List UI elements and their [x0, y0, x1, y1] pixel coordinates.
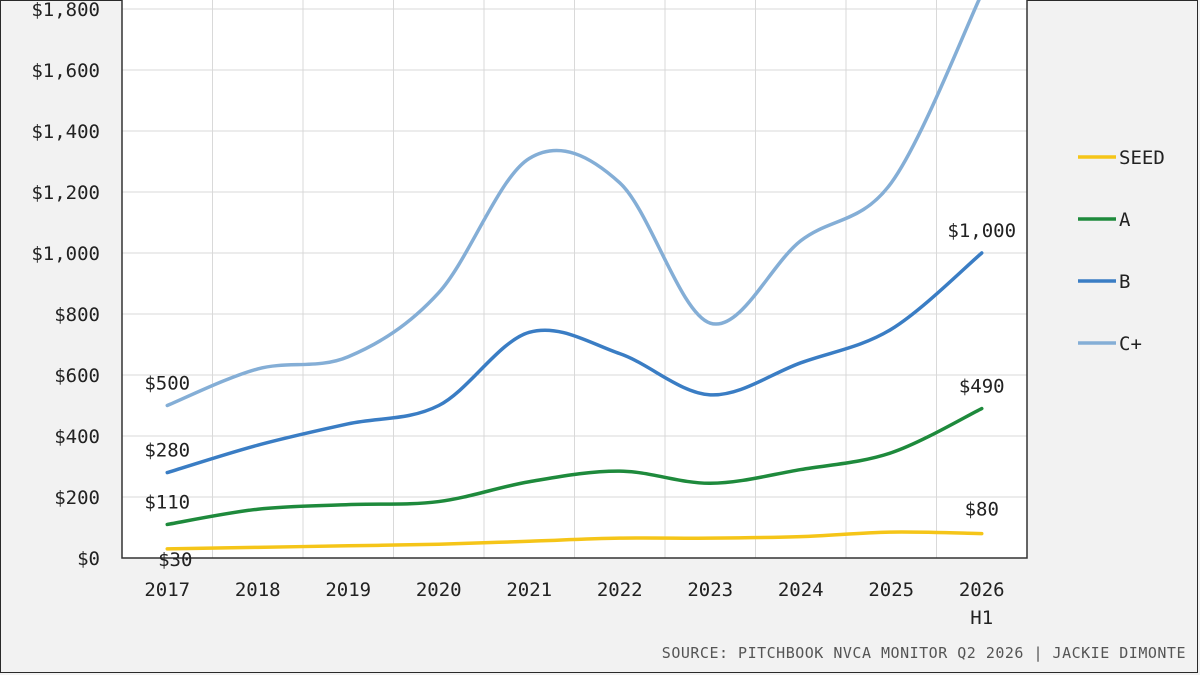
- series-line-b: [165, 251, 984, 475]
- series-lines: [165, 0, 984, 551]
- y-tick-label: $200: [54, 487, 100, 509]
- x-tick-label: 2021: [506, 579, 552, 601]
- data-label: $110: [144, 491, 190, 513]
- legend-label: C+: [1119, 333, 1142, 355]
- y-tick-label: $400: [54, 426, 100, 448]
- x-tick-label: 2023: [687, 579, 733, 601]
- legend-item-a: A: [1078, 209, 1131, 231]
- legend-item-b: B: [1078, 271, 1130, 293]
- x-tick-label: 2018: [235, 579, 281, 601]
- y-tick-label: $0: [77, 548, 100, 570]
- legend-label: B: [1119, 271, 1130, 293]
- y-tick-label: $800: [54, 304, 100, 326]
- x-tick-label: 2020: [416, 579, 462, 601]
- legend-item-cplus: C+: [1078, 333, 1142, 355]
- x-tick-label: 2017: [144, 579, 190, 601]
- series-line-seed: [165, 530, 984, 551]
- y-tick-label: $1,600: [31, 60, 100, 82]
- series-line-a: [165, 406, 984, 527]
- legend: SEED A B C+: [1078, 147, 1165, 355]
- x-tick-label: 2024: [778, 579, 824, 601]
- data-label: $1,000: [947, 220, 1016, 242]
- data-label: $490: [959, 376, 1005, 398]
- plot-border: [121, 0, 1028, 559]
- x-tick-label: 2019: [325, 579, 371, 601]
- x-tick-label: 2025: [868, 579, 914, 601]
- legend-label: A: [1119, 209, 1131, 231]
- series-line-cplus: [165, 0, 981, 408]
- data-label: $30: [158, 549, 192, 571]
- x-axis: 2017 2018 2019 2020 2021 2022 2023 2024 2025 2026…: [144, 579, 1004, 629]
- y-tick-label: $1,400: [31, 121, 100, 143]
- y-axis: $0 $200 $400 $600 $800 $1,000 $1,200 $1,400 $1,6…: [31, 0, 100, 570]
- data-label: $280: [144, 440, 190, 462]
- x-tick-label: 2022: [597, 579, 643, 601]
- legend-label: SEED: [1119, 147, 1165, 169]
- data-label: $80: [965, 499, 999, 521]
- y-tick-label: $1,000: [31, 243, 100, 265]
- source-text: SOURCE: PITCHBOOK NVCA MONITOR Q2 2026 |…: [662, 644, 1186, 662]
- y-tick-label: $600: [54, 365, 100, 387]
- data-labels: $30 $80 $110 $490 $280 $1,000 $500: [144, 220, 1016, 571]
- data-label: $500: [144, 373, 190, 395]
- legend-item-seed: SEED: [1078, 147, 1165, 169]
- x-tick-label: 2026 H1: [959, 579, 1005, 629]
- y-tick-label: $1,800: [31, 0, 100, 21]
- y-tick-label: $1,200: [31, 182, 100, 204]
